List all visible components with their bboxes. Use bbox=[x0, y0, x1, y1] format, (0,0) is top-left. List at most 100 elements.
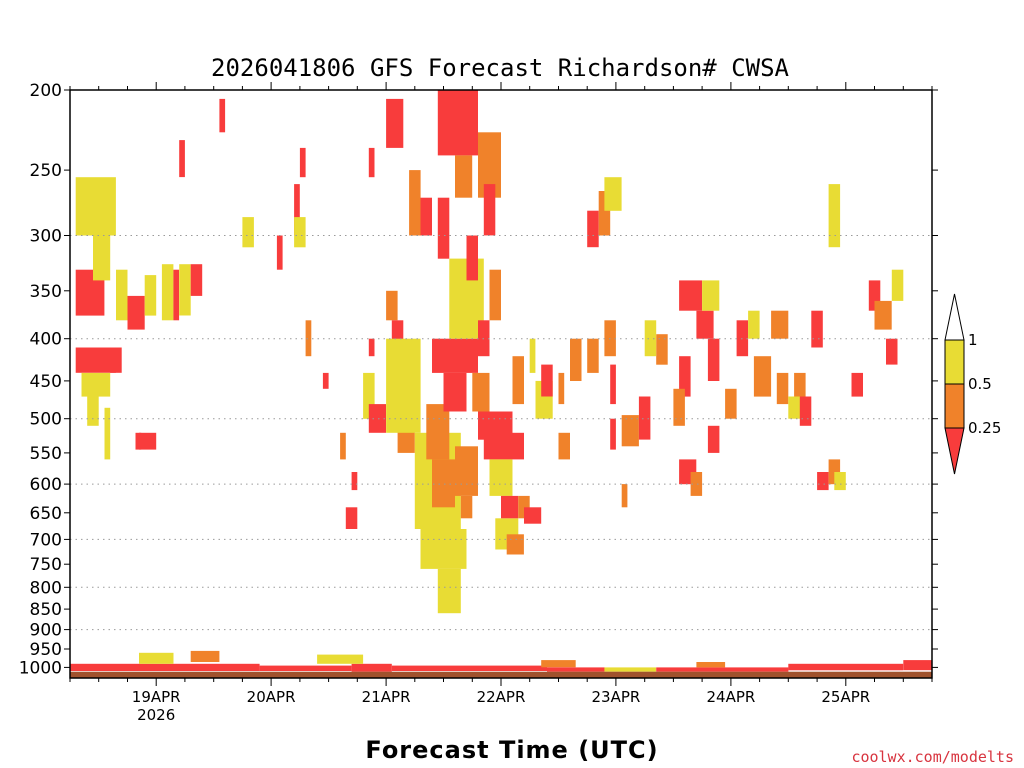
ri-cell bbox=[322, 372, 329, 389]
boundary-layer-cell bbox=[391, 665, 547, 671]
colorbar-tick-label: 0.5 bbox=[968, 375, 992, 393]
ri-cell bbox=[587, 210, 599, 248]
ri-cell bbox=[455, 155, 473, 198]
ri-cell bbox=[443, 372, 467, 412]
ri-cell bbox=[420, 529, 467, 569]
y-tick-label: 700 bbox=[30, 530, 62, 550]
boundary-layer-cell bbox=[317, 654, 364, 664]
ri-cell bbox=[345, 507, 358, 529]
ri-cell bbox=[558, 372, 565, 405]
ri-cell bbox=[472, 372, 490, 412]
ri-cell bbox=[81, 372, 111, 397]
ri-cell bbox=[161, 264, 174, 321]
ri-cell bbox=[679, 356, 691, 397]
ri-cell bbox=[725, 388, 737, 419]
y-tick-label: 350 bbox=[30, 282, 62, 302]
ri-cell bbox=[874, 300, 892, 330]
ri-cell bbox=[368, 338, 375, 357]
ri-cell bbox=[828, 184, 841, 248]
ri-cell bbox=[604, 177, 622, 211]
ri-cell bbox=[363, 372, 375, 419]
ri-cell bbox=[179, 264, 191, 316]
ri-cell bbox=[489, 459, 513, 496]
ri-cell bbox=[437, 90, 478, 156]
boundary-layer-cell bbox=[903, 660, 932, 671]
ri-cell bbox=[420, 197, 432, 236]
boundary-layer-cell bbox=[259, 665, 352, 671]
ri-cell bbox=[799, 396, 812, 426]
y-tick-label: 900 bbox=[30, 621, 62, 641]
ri-cell bbox=[179, 140, 185, 178]
ri-cell bbox=[587, 338, 599, 373]
y-tick-label: 1000 bbox=[19, 658, 62, 678]
ri-cell bbox=[558, 432, 570, 460]
y-tick-label: 950 bbox=[30, 640, 62, 660]
ri-cell bbox=[851, 372, 863, 397]
colorbar-under-triangle bbox=[944, 427, 965, 475]
ri-cell bbox=[87, 396, 99, 426]
ri-cell bbox=[299, 147, 306, 178]
ri-cell bbox=[817, 472, 829, 491]
ri-cell bbox=[455, 446, 478, 496]
ri-cell bbox=[506, 534, 524, 555]
ri-cell bbox=[707, 425, 720, 453]
ri-cell bbox=[771, 310, 789, 339]
y-tick-label: 650 bbox=[30, 504, 62, 524]
boundary-layer-cell bbox=[139, 652, 174, 664]
ri-cell bbox=[173, 269, 180, 321]
x-axis-label: Forecast Time (UTC) bbox=[365, 736, 658, 764]
y-tick-label: 250 bbox=[30, 161, 62, 181]
ri-cell bbox=[460, 495, 473, 519]
x-tick-label: 20APR bbox=[247, 688, 296, 706]
x-tick-label: 21APR bbox=[362, 688, 411, 706]
ri-cell bbox=[794, 372, 806, 397]
boundary-layer-cell bbox=[604, 667, 657, 672]
ri-cell bbox=[776, 372, 789, 405]
ri-cell bbox=[621, 415, 639, 447]
y-tick-label: 800 bbox=[30, 578, 62, 598]
colorbar-bin-orange bbox=[944, 383, 965, 429]
y-tick-label: 550 bbox=[30, 444, 62, 464]
ri-cell bbox=[679, 280, 703, 311]
boundary-layer-cell bbox=[351, 663, 392, 672]
ri-cell bbox=[610, 418, 616, 450]
y-tick-label: 450 bbox=[30, 372, 62, 392]
ri-cell bbox=[529, 338, 536, 373]
x-tick-label: 24APR bbox=[706, 688, 755, 706]
ri-cell bbox=[483, 184, 496, 236]
ri-cell bbox=[690, 472, 703, 496]
ri-cell bbox=[432, 459, 455, 508]
ri-cell bbox=[868, 280, 881, 311]
chart-title: 2026041806 GFS Forecast Richardson# CWSA bbox=[211, 54, 790, 82]
y-tick-label: 300 bbox=[30, 227, 62, 247]
y-tick-label: 400 bbox=[30, 330, 62, 350]
ri-cell bbox=[75, 177, 116, 236]
ri-cell bbox=[426, 404, 450, 460]
colorbar-tick-label: 0.25 bbox=[968, 419, 1001, 437]
ri-cell bbox=[656, 334, 668, 365]
ri-cell bbox=[139, 432, 157, 450]
ri-cell bbox=[702, 280, 720, 311]
cells-layer bbox=[70, 90, 932, 672]
ri-cell bbox=[644, 320, 657, 357]
ri-cell bbox=[501, 495, 519, 519]
ri-cell bbox=[305, 320, 312, 357]
ri-cell bbox=[437, 568, 461, 614]
ri-cell bbox=[570, 338, 582, 381]
ri-cell bbox=[93, 235, 111, 281]
ri-cell bbox=[368, 404, 386, 433]
ri-cell bbox=[886, 338, 898, 365]
x-tick-label: 25APR bbox=[821, 688, 870, 706]
ri-cell bbox=[610, 364, 616, 405]
ri-cell bbox=[432, 338, 478, 373]
ri-cell bbox=[242, 217, 254, 248]
ri-cell bbox=[437, 197, 450, 259]
x-tick-label: 19APR bbox=[132, 688, 181, 706]
ri-cell bbox=[696, 310, 714, 339]
x-tick-sublabel: 2026 bbox=[137, 706, 175, 724]
y-tick-label: 600 bbox=[30, 475, 62, 495]
y-axis: 200 250 300 350 400 450 500 550 600 650 700 750 8008… bbox=[19, 81, 938, 678]
ri-cell bbox=[276, 235, 283, 270]
boundary-layer-cell bbox=[70, 663, 260, 671]
y-tick-label: 850 bbox=[30, 600, 62, 620]
